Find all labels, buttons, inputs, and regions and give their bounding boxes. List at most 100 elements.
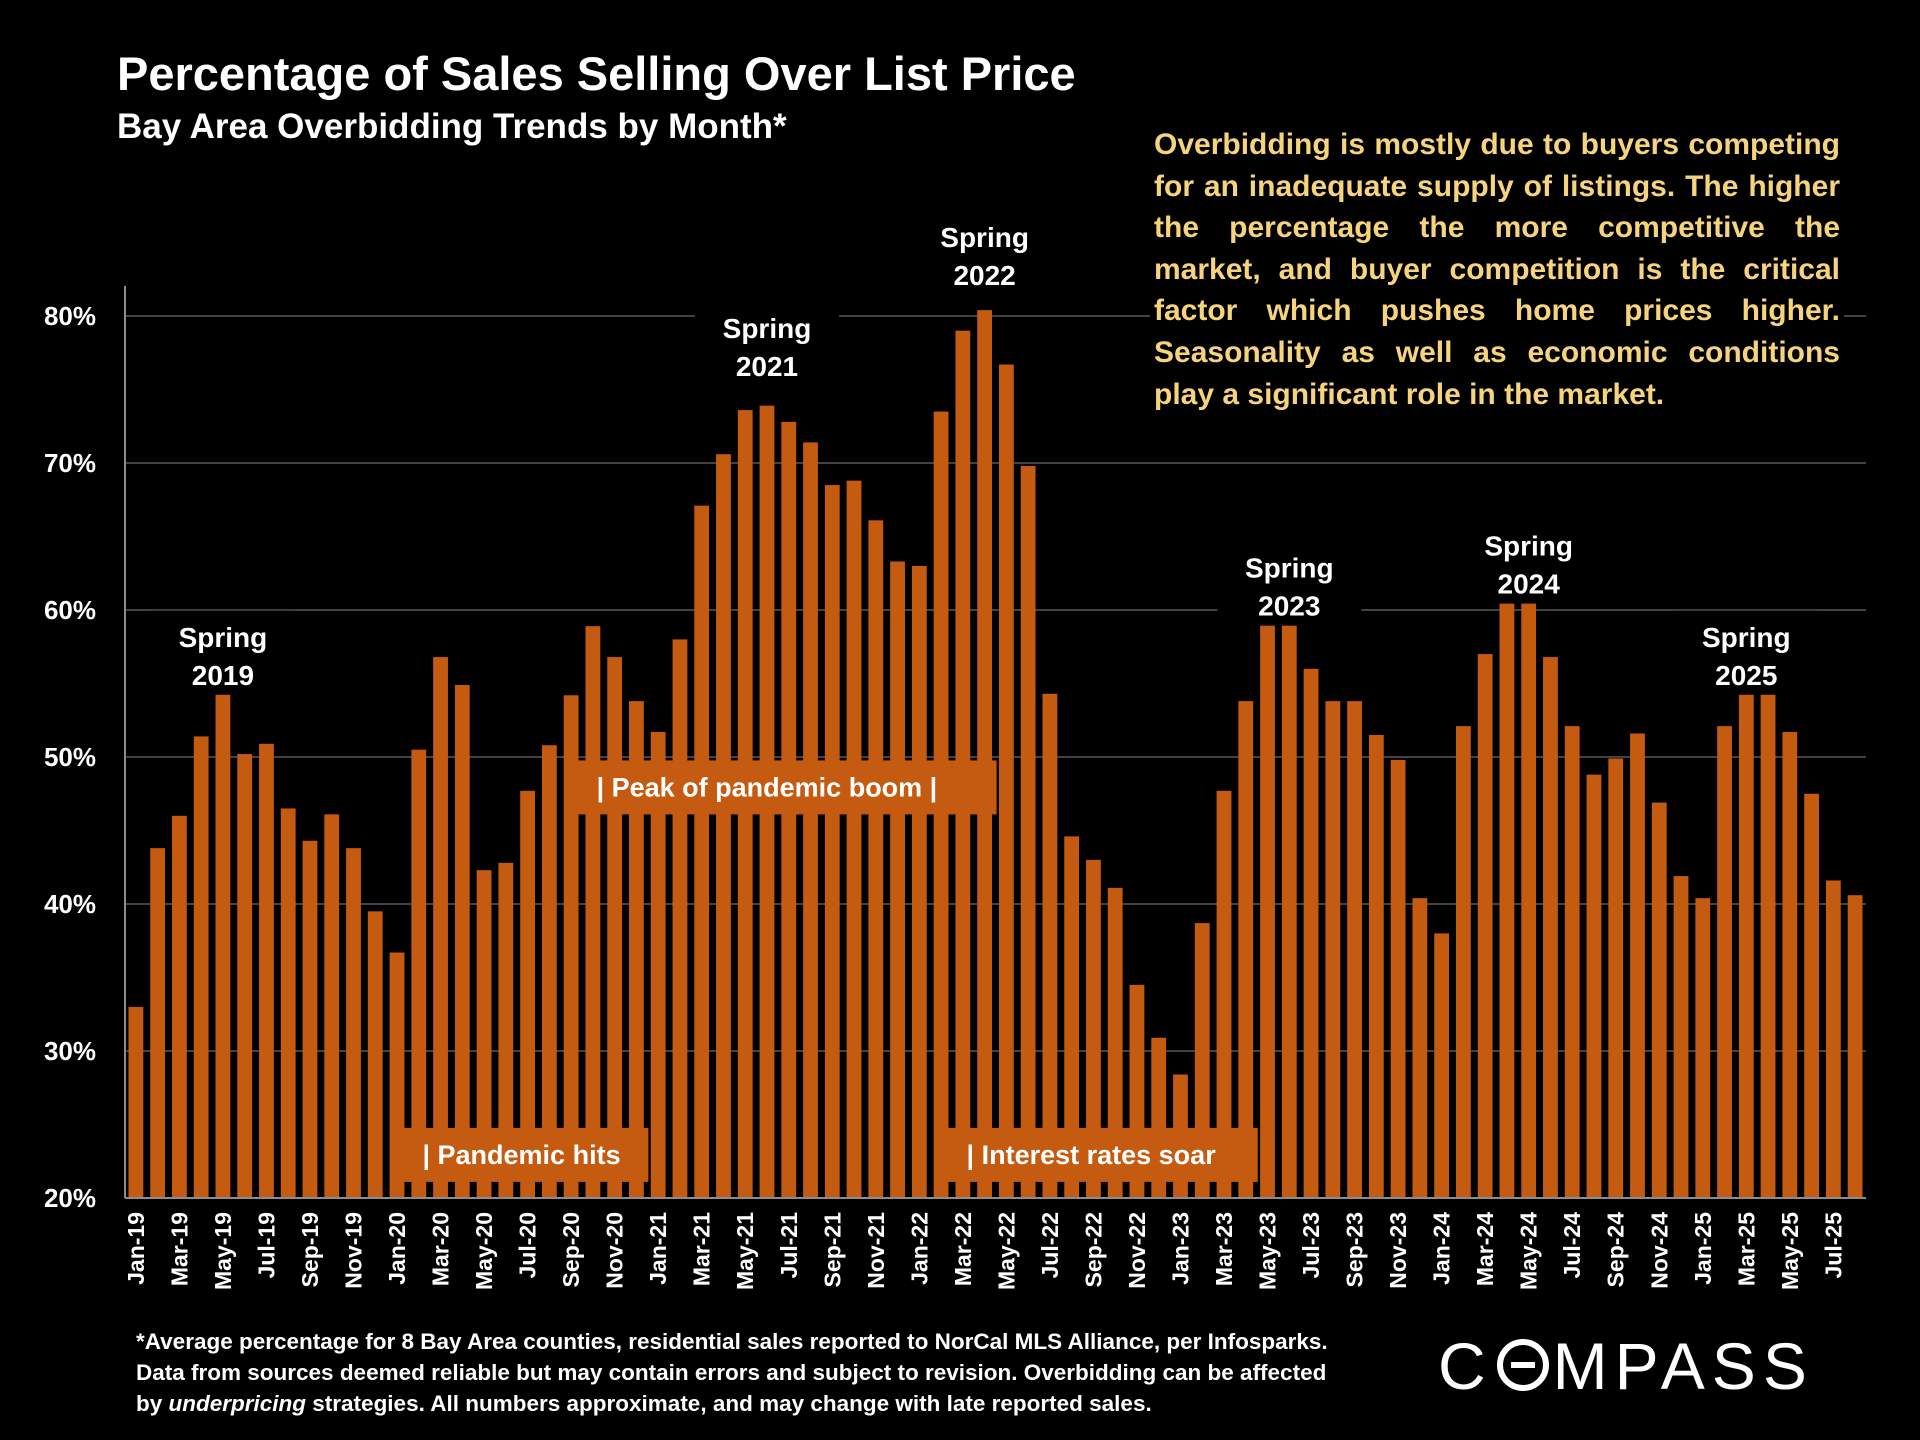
bar-Mar-20 — [433, 657, 448, 1198]
x-tick-label: May-22 — [993, 1212, 1019, 1290]
bar-Jun-25 — [1804, 793, 1819, 1198]
footnote: *Average percentage for 8 Bay Area count… — [136, 1326, 1396, 1419]
x-tick-label: Sep-22 — [1080, 1212, 1106, 1287]
annotation-bg — [1456, 519, 1601, 604]
annotation-label: Spring — [1702, 622, 1791, 653]
bar-Apr-22 — [977, 310, 993, 1198]
bar-May-24 — [1521, 595, 1537, 1198]
x-tick-label: Jul-20 — [515, 1212, 541, 1278]
bar-Feb-19 — [150, 848, 166, 1198]
bar-Jul-24 — [1564, 726, 1580, 1198]
spring-annotations: Spring 2019 Spring 2021 Spring 2022 Spring 2023… — [150, 210, 1819, 695]
annotation-label: Spring — [179, 622, 268, 653]
bar-Dec-21 — [890, 561, 905, 1198]
x-tick-label: May-21 — [732, 1212, 758, 1290]
annotation-label: Spring — [1484, 531, 1573, 562]
event-label-box — [576, 760, 997, 815]
bar-Jun-22 — [1020, 465, 1036, 1198]
bar-Jan-25 — [1695, 898, 1711, 1198]
y-tick-label: 30% — [44, 1036, 96, 1066]
x-tick-label: Mar-21 — [689, 1212, 715, 1286]
bar-Sep-24 — [1608, 758, 1624, 1198]
x-tick-label: Jul-22 — [1037, 1212, 1063, 1278]
annotation-year: 2024 — [1498, 569, 1561, 600]
bar-Aug-25 — [1847, 895, 1863, 1198]
bar-Apr-24 — [1499, 601, 1515, 1198]
y-tick-label: 20% — [44, 1183, 96, 1213]
bar-Oct-20 — [585, 626, 601, 1198]
bar-Jun-20 — [498, 862, 514, 1198]
bar-Oct-24 — [1630, 733, 1645, 1198]
annotation-bg — [1674, 610, 1819, 695]
x-tick-label: Mar-20 — [428, 1212, 454, 1286]
bar-May-20 — [476, 870, 492, 1198]
bar-Aug-19 — [280, 808, 296, 1198]
x-tick-label: May-19 — [210, 1212, 236, 1290]
event-labels: | Pandemic hits | Peak of pandemic boom |… — [402, 760, 1258, 1182]
annotation-bg — [1217, 541, 1362, 626]
annotation-bg — [912, 210, 1057, 295]
event-label-text: | Peak of pandemic boom | — [597, 772, 938, 802]
chart-subtitle: Bay Area Overbidding Trends by Month* — [117, 107, 787, 146]
bar-Aug-23 — [1325, 701, 1341, 1198]
bar-Mar-21 — [694, 505, 710, 1198]
bar-Jun-23 — [1281, 621, 1297, 1198]
bar-Sep-19 — [302, 840, 318, 1198]
bar-Sep-23 — [1347, 701, 1362, 1198]
bar-Apr-25 — [1760, 690, 1776, 1198]
x-tick-label: Jan-22 — [906, 1212, 932, 1285]
bar-Feb-24 — [1455, 726, 1471, 1198]
bar-Aug-22 — [1064, 836, 1080, 1198]
annotation-bg — [150, 610, 295, 695]
x-tick-label: Nov-19 — [341, 1212, 367, 1289]
bar-Nov-24 — [1651, 802, 1667, 1198]
footnote-emphasis: underpricing — [168, 1391, 307, 1416]
y-tick-label: 80% — [44, 301, 96, 331]
bar-Aug-20 — [541, 745, 557, 1198]
annotation-year: 2023 — [1258, 591, 1320, 622]
x-tick-label: Nov-22 — [1124, 1212, 1150, 1289]
x-tick-label: Jan-25 — [1690, 1212, 1716, 1285]
bar-Nov-23 — [1390, 759, 1406, 1198]
bar-Apr-23 — [1238, 701, 1254, 1198]
logo-text: C — [1438, 1329, 1493, 1403]
bar-Jul-22 — [1042, 693, 1058, 1198]
x-tick-label: Jan-21 — [645, 1212, 671, 1285]
bar-Aug-24 — [1586, 774, 1602, 1198]
bar-Feb-20 — [411, 749, 427, 1198]
x-tick-label: Sep-20 — [558, 1212, 584, 1287]
bar-Nov-19 — [346, 848, 361, 1198]
x-tick-label: May-24 — [1516, 1212, 1542, 1290]
x-tick-label: Jan-20 — [384, 1212, 410, 1285]
bar-chart: | Pandemic hits | Peak of pandemic boom |… — [43, 210, 1866, 1290]
footnote-line-3: by underpricing strategies. All numbers … — [136, 1388, 1396, 1419]
x-tick-label: Jan-19 — [123, 1212, 149, 1285]
x-tick-label: May-25 — [1777, 1212, 1803, 1290]
bar-Jul-23 — [1303, 668, 1319, 1198]
bar-Jun-24 — [1543, 657, 1558, 1198]
footnote-text: strategies. All numbers approximate, and… — [306, 1391, 1152, 1416]
x-tick-label: Jul-25 — [1820, 1212, 1846, 1279]
gridlines — [125, 315, 1866, 1052]
bar-Feb-21 — [672, 639, 688, 1198]
annotation-bg — [694, 302, 839, 387]
bar-May-25 — [1782, 732, 1798, 1198]
x-tick-label: Jul-21 — [776, 1212, 802, 1279]
x-tick-label: Jan-24 — [1429, 1212, 1455, 1285]
bar-Apr-21 — [716, 454, 731, 1198]
bar-Dec-23 — [1412, 898, 1428, 1198]
footnote-line-2: Data from sources deemed reliable but ma… — [136, 1360, 1327, 1385]
bar-Mar-23 — [1216, 790, 1232, 1198]
bar-May-23 — [1260, 621, 1275, 1198]
annotation-label: Spring — [723, 313, 812, 344]
bar-Oct-19 — [324, 814, 340, 1198]
x-tick-label: Nov-21 — [863, 1212, 889, 1289]
x-tick-label: Sep-19 — [297, 1212, 323, 1287]
bar-Nov-20 — [607, 657, 623, 1198]
y-tick-label: 60% — [44, 595, 96, 625]
bar-Jul-19 — [259, 743, 274, 1198]
y-tick-label: 70% — [44, 448, 96, 478]
annotation-year: 2022 — [953, 260, 1015, 291]
bar-Oct-21 — [846, 480, 862, 1198]
x-tick-label: Nov-24 — [1646, 1212, 1672, 1289]
